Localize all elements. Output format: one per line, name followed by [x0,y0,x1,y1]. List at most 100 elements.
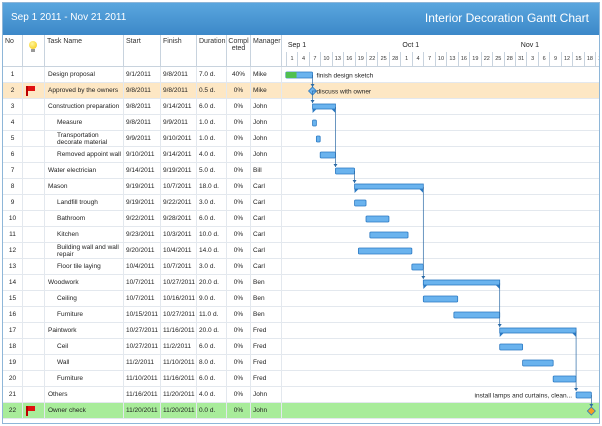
cell-no: 7 [3,163,23,179]
column-header-task[interactable]: Task Name [45,35,124,67]
cell-completed: 40% [227,67,251,83]
cell-no: 18 [3,339,23,355]
column-header-indicator[interactable] [23,35,45,67]
dependency-arrow [574,388,579,391]
table-row[interactable]: 8 Mason 9/19/2011 10/7/2011 18.0 d. 0% Carl [3,179,599,195]
cell-name: Bathroom [45,211,124,227]
indicator-cell [23,83,45,99]
column-header-manager[interactable]: Manager [251,35,282,67]
dependency-arrow [589,404,594,407]
cell-manager: Bill [251,163,282,179]
summary-bar-cap [572,333,577,337]
summary-bar-cap [354,189,359,193]
cell-duration: 10.0 d. [197,227,227,243]
cell-start: 10/7/2011 [124,275,161,291]
table-row[interactable]: 12 Building wall and wall repair 9/20/2011… [3,243,599,259]
column-header-finish[interactable]: Finish [161,35,197,67]
table-row[interactable]: 11 Kitchen 9/23/2011 10/3/2011 10.0 d. 0% Carl [3,227,599,243]
cell-manager: John [251,147,282,163]
day-tick: 16 [343,52,354,66]
cell-finish: 10/3/2011 [161,227,197,243]
table-row[interactable]: 16 Furniture 10/15/2011 10/27/2011 11.0 d. 0%… [3,307,599,323]
indicator-cell [23,339,45,355]
day-tick: 22 [366,52,377,66]
cell-start: 9/8/2011 [124,83,161,99]
table-row[interactable]: 17 Paintwork 10/27/2011 11/16/2011 20.0 d. 0%… [3,323,599,339]
column-header-duration[interactable]: Duration [197,35,227,67]
cell-duration: 3.0 d. [197,195,227,211]
table-row[interactable]: 22 Owner check 11/20/2011 11/20/2011 0.0 d. 0… [3,403,599,419]
column-header-start[interactable]: Start [124,35,161,67]
table-row[interactable]: 14 Woodwork 10/7/2011 10/27/2011 20.0 d. 0% Be… [3,275,599,291]
table-row[interactable]: 20 Furniture 11/10/2011 11/16/2011 6.0 d. 0% F… [3,371,599,387]
cell-duration: 11.0 d. [197,307,227,323]
indicator-cell [23,227,45,243]
table-row[interactable]: 15 Ceiling 10/7/2011 10/16/2011 9.0 d. 0% Ben [3,291,599,307]
cell-manager: Fred [251,323,282,339]
table-row[interactable]: 21 Others 11/16/2011 11/20/2011 4.0 d. 0% John [3,387,599,403]
indicator-cell [23,131,45,147]
cell-duration: 5.0 d. [197,163,227,179]
cell-start: 9/14/2011 [124,163,161,179]
table-row[interactable]: 3 Construction preparation 9/8/2011 9/14/20… [3,99,599,115]
cell-name: Building wall and wall repair [45,243,124,259]
task-bar [335,167,355,175]
table-row[interactable]: 1 Design proposal 9/1/2011 9/8/2011 7.0 d. 40… [3,67,599,83]
table-row[interactable]: 4 Measure 9/8/2011 9/9/2011 1.0 d. 0% John [3,115,599,131]
cell-completed: 0% [227,211,251,227]
cell-start: 9/9/2011 [124,131,161,147]
cell-name: Ceiling [45,291,124,307]
cell-duration: 6.0 d. [197,99,227,115]
indicator-cell [23,307,45,323]
day-tick: 28 [388,52,400,66]
cell-start: 9/23/2011 [124,227,161,243]
cell-duration: 20.0 d. [197,323,227,339]
cell-duration: 3.0 d. [197,259,227,275]
task-bar [319,151,336,159]
cell-finish: 11/20/2011 [161,403,197,419]
table-row[interactable]: 18 Ceil 10/27/2011 11/2/2011 6.0 d. 0% Fred [3,339,599,355]
gantt-grid: No Task Name Start Finish Duration Compl… [3,35,599,423]
table-row[interactable]: 10 Bathroom 9/22/2011 9/28/2011 6.0 d. 0% Carl [3,211,599,227]
summary-bar-cap [331,109,336,113]
cell-start: 9/10/2011 [124,147,161,163]
day-tick: 16 [457,52,469,66]
dependency-arrow [310,84,315,87]
column-header-no[interactable]: No [3,35,23,67]
task-bar [357,247,413,255]
cell-start: 9/8/2011 [124,115,161,131]
day-tick: 13 [446,52,457,66]
cell-manager: Carl [251,179,282,195]
table-row[interactable]: 19 Wall 11/2/2011 11/10/2011 8.0 d. 0% Fred [3,355,599,371]
cell-completed: 0% [227,291,251,307]
cell-start: 9/19/2011 [124,179,161,195]
cell-duration: 20.0 d. [197,275,227,291]
cell-manager: John [251,403,282,419]
table-row[interactable]: 13 Floor tile laying 10/4/2011 10/7/2011 3.0… [3,259,599,275]
table-row[interactable]: 2 Approved by the owners 9/8/2011 9/8/2011 0… [3,83,599,99]
indicator-cell [23,355,45,371]
indicator-cell [23,403,45,419]
cell-no: 8 [3,179,23,195]
table-row[interactable]: 5 Transportation decorate material 9/9/201… [3,131,599,147]
table-row[interactable]: 6 Removed appoint wall 9/10/2011 9/14/2011 4… [3,147,599,163]
table-row[interactable]: 9 Landfill trough 9/19/2011 9/22/2011 3.0 d.… [3,195,599,211]
cell-name: Paintwork [45,323,124,339]
cell-duration: 0.0 d. [197,403,227,419]
cell-name: Wall [45,355,124,371]
lightbulb-icon [28,41,38,53]
cell-finish: 9/14/2011 [161,147,197,163]
cell-no: 16 [3,307,23,323]
cell-manager: Ben [251,291,282,307]
day-tick: 22 [480,52,492,66]
month-label: Nov 1 [520,42,540,49]
cell-completed: 0% [227,387,251,403]
day-tick: 19 [354,52,366,66]
table-row[interactable]: 7 Water electrician 9/14/2011 9/19/2011 5.0 … [3,163,599,179]
cell-no: 9 [3,195,23,211]
cell-finish: 11/16/2011 [161,323,197,339]
cell-name: Kitchen [45,227,124,243]
indicator-cell [23,163,45,179]
cell-finish: 10/7/2011 [161,259,197,275]
column-header-completed[interactable]: Compl eted [227,35,251,67]
